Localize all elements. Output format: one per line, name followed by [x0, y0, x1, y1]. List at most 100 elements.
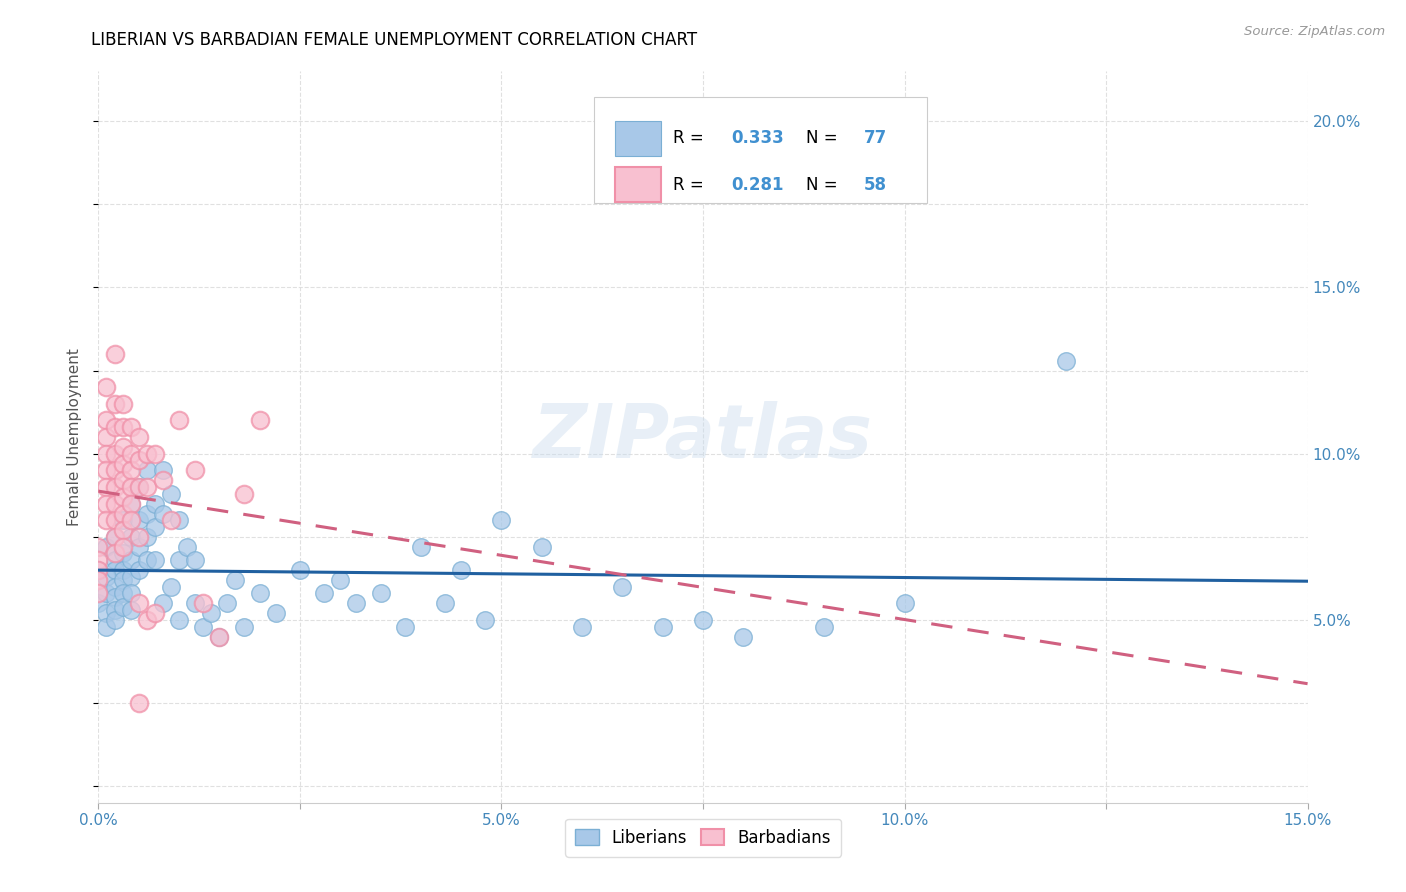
- Point: [264, 607, 287, 621]
- Point: [111, 573, 134, 587]
- Point: [120, 553, 142, 567]
- Point: [135, 447, 157, 461]
- Point: [249, 413, 271, 427]
- Point: [394, 619, 416, 633]
- Point: [224, 573, 246, 587]
- Point: [103, 397, 125, 411]
- Point: [314, 586, 336, 600]
- Point: [249, 586, 271, 600]
- Point: [135, 613, 157, 627]
- Text: Source: ZipAtlas.com: Source: ZipAtlas.com: [1244, 25, 1385, 38]
- Point: [232, 619, 254, 633]
- Point: [96, 540, 118, 554]
- Point: [1054, 353, 1077, 368]
- Point: [103, 613, 125, 627]
- Point: [96, 463, 118, 477]
- Point: [176, 540, 198, 554]
- Point: [103, 480, 125, 494]
- Point: [651, 619, 673, 633]
- Point: [152, 507, 174, 521]
- Point: [103, 347, 125, 361]
- Point: [120, 420, 142, 434]
- Text: 77: 77: [863, 129, 887, 147]
- Point: [103, 553, 125, 567]
- Point: [103, 546, 125, 560]
- FancyBboxPatch shape: [595, 97, 927, 203]
- Point: [612, 580, 634, 594]
- Point: [96, 607, 118, 621]
- Point: [128, 540, 150, 554]
- Point: [143, 553, 166, 567]
- Point: [111, 540, 134, 554]
- Point: [692, 613, 714, 627]
- Point: [152, 596, 174, 610]
- Point: [143, 497, 166, 511]
- Point: [87, 563, 110, 577]
- Point: [87, 586, 110, 600]
- Point: [120, 497, 142, 511]
- Point: [96, 413, 118, 427]
- Point: [135, 530, 157, 544]
- Point: [120, 463, 142, 477]
- Point: [96, 586, 118, 600]
- Point: [96, 430, 118, 444]
- Point: [200, 607, 222, 621]
- Bar: [614, 167, 661, 202]
- Point: [103, 513, 125, 527]
- Point: [103, 563, 125, 577]
- Point: [103, 530, 125, 544]
- Point: [120, 497, 142, 511]
- Point: [208, 630, 231, 644]
- Point: [111, 513, 134, 527]
- Point: [152, 473, 174, 487]
- Point: [491, 513, 513, 527]
- Point: [128, 596, 150, 610]
- Point: [111, 599, 134, 614]
- Point: [184, 463, 207, 477]
- Point: [111, 440, 134, 454]
- Point: [813, 619, 835, 633]
- Point: [96, 570, 118, 584]
- Point: [135, 553, 157, 567]
- Point: [111, 397, 134, 411]
- Point: [120, 513, 142, 527]
- Point: [184, 596, 207, 610]
- Point: [87, 553, 110, 567]
- Point: [96, 513, 118, 527]
- Point: [160, 513, 183, 527]
- Point: [103, 463, 125, 477]
- Point: [128, 430, 150, 444]
- Point: [103, 530, 125, 544]
- Point: [87, 563, 110, 577]
- Text: 58: 58: [863, 176, 887, 194]
- Point: [184, 553, 207, 567]
- Point: [87, 596, 110, 610]
- Point: [111, 457, 134, 471]
- Bar: [614, 120, 661, 156]
- Point: [120, 603, 142, 617]
- Point: [128, 563, 150, 577]
- Point: [96, 380, 118, 394]
- Point: [128, 513, 150, 527]
- Point: [193, 596, 215, 610]
- Point: [128, 530, 150, 544]
- Point: [111, 473, 134, 487]
- Text: N =: N =: [806, 129, 842, 147]
- Point: [128, 480, 150, 494]
- Point: [143, 447, 166, 461]
- Point: [103, 603, 125, 617]
- Point: [87, 573, 110, 587]
- Point: [208, 630, 231, 644]
- Point: [409, 540, 432, 554]
- Point: [571, 619, 593, 633]
- Point: [120, 586, 142, 600]
- Point: [103, 497, 125, 511]
- Point: [167, 553, 190, 567]
- Legend: Liberians, Barbadians: Liberians, Barbadians: [565, 819, 841, 856]
- Text: N =: N =: [806, 176, 842, 194]
- Point: [135, 480, 157, 494]
- Point: [120, 480, 142, 494]
- Text: LIBERIAN VS BARBADIAN FEMALE UNEMPLOYMENT CORRELATION CHART: LIBERIAN VS BARBADIAN FEMALE UNEMPLOYMEN…: [91, 31, 697, 49]
- Point: [87, 540, 110, 554]
- Point: [120, 570, 142, 584]
